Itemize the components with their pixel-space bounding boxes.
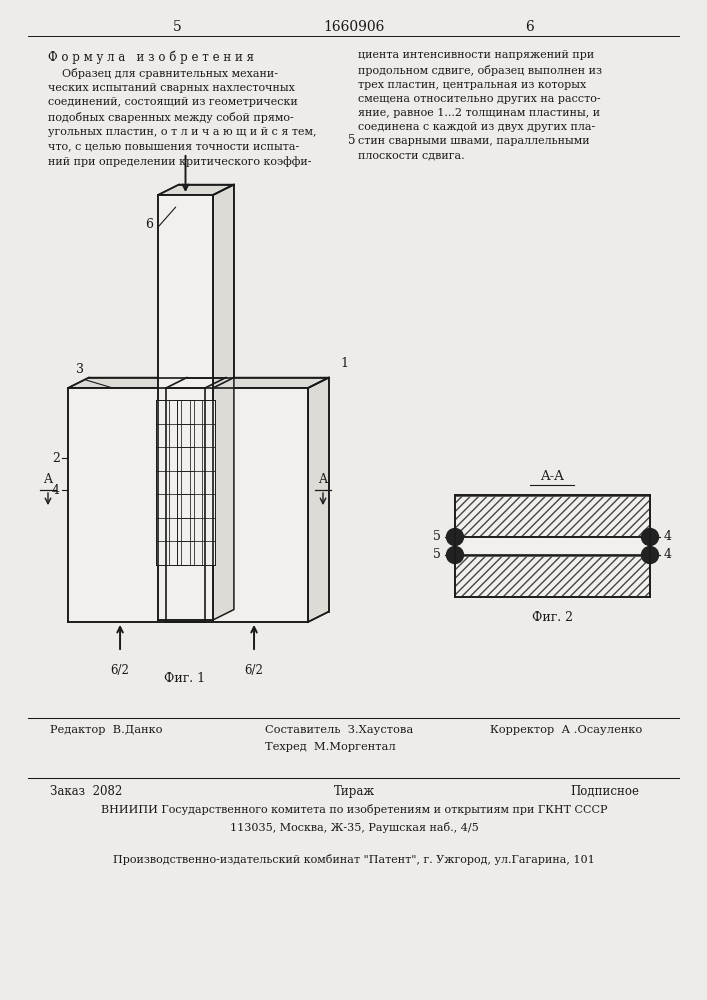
Text: 5: 5 xyxy=(433,548,441,562)
Polygon shape xyxy=(177,400,215,565)
Text: Подписное: Подписное xyxy=(570,785,639,798)
Text: Корректор  А .Осауленко: Корректор А .Осауленко xyxy=(490,725,642,735)
Text: Фиг. 1: Фиг. 1 xyxy=(165,672,206,685)
Text: Редактор  В.Данко: Редактор В.Данко xyxy=(50,725,163,735)
Text: 6: 6 xyxy=(525,20,534,34)
Polygon shape xyxy=(156,400,194,565)
Text: A-A: A-A xyxy=(541,470,564,483)
Polygon shape xyxy=(158,195,213,620)
Text: 5: 5 xyxy=(349,134,356,147)
Text: 5: 5 xyxy=(433,530,441,544)
Text: 6: 6 xyxy=(146,219,153,232)
Text: Техред  М.Моргентал: Техред М.Моргентал xyxy=(265,742,396,752)
Polygon shape xyxy=(166,378,329,388)
Polygon shape xyxy=(68,378,226,388)
Text: Производственно-издательский комбинат "Патент", г. Ужгород, ул.Гагарина, 101: Производственно-издательский комбинат "П… xyxy=(113,854,595,865)
Text: 6/2: 6/2 xyxy=(110,664,129,677)
Polygon shape xyxy=(68,388,205,622)
Text: Тираж: Тираж xyxy=(334,785,375,798)
Text: 6/2: 6/2 xyxy=(245,664,264,677)
Text: 4: 4 xyxy=(52,484,60,496)
Polygon shape xyxy=(213,185,234,620)
Text: A: A xyxy=(318,473,327,486)
Polygon shape xyxy=(158,185,234,195)
Polygon shape xyxy=(308,378,329,622)
Text: 4: 4 xyxy=(664,530,672,544)
Text: 1660906: 1660906 xyxy=(323,20,385,34)
Circle shape xyxy=(447,546,464,564)
Bar xyxy=(455,556,650,596)
Text: циента интенсивности напряжений при
продольном сдвиге, образец выполнен из
трех : циента интенсивности напряжений при прод… xyxy=(358,50,602,161)
Text: Образец для сравнительных механи-
ческих испытаний сварных нахлесточных
соединен: Образец для сравнительных механи- ческих… xyxy=(48,68,317,167)
Circle shape xyxy=(641,546,658,564)
Text: 113035, Москва, Ж-35, Раушская наб., 4/5: 113035, Москва, Ж-35, Раушская наб., 4/5 xyxy=(230,822,479,833)
Bar xyxy=(455,555,650,597)
Text: 2: 2 xyxy=(52,452,60,464)
Text: ВНИИПИ Государственного комитета по изобретениям и открытиям при ГКНТ СССР: ВНИИПИ Государственного комитета по изоб… xyxy=(101,804,607,815)
Circle shape xyxy=(447,528,464,546)
Text: 5: 5 xyxy=(173,20,182,34)
Text: Заказ  2082: Заказ 2082 xyxy=(50,785,122,798)
Text: Фиг. 2: Фиг. 2 xyxy=(532,611,573,624)
Bar xyxy=(455,537,650,555)
Text: 3: 3 xyxy=(76,363,84,376)
Text: Составитель  З.Хаустова: Составитель З.Хаустова xyxy=(265,725,414,735)
Text: 1: 1 xyxy=(341,357,349,370)
Circle shape xyxy=(641,528,658,546)
Text: Ф о р м у л а   и з о б р е т е н и я: Ф о р м у л а и з о б р е т е н и я xyxy=(48,50,254,64)
Text: A: A xyxy=(44,473,52,486)
Text: 4: 4 xyxy=(664,548,672,562)
Bar xyxy=(455,495,650,536)
Polygon shape xyxy=(166,388,308,622)
Bar xyxy=(455,495,650,537)
